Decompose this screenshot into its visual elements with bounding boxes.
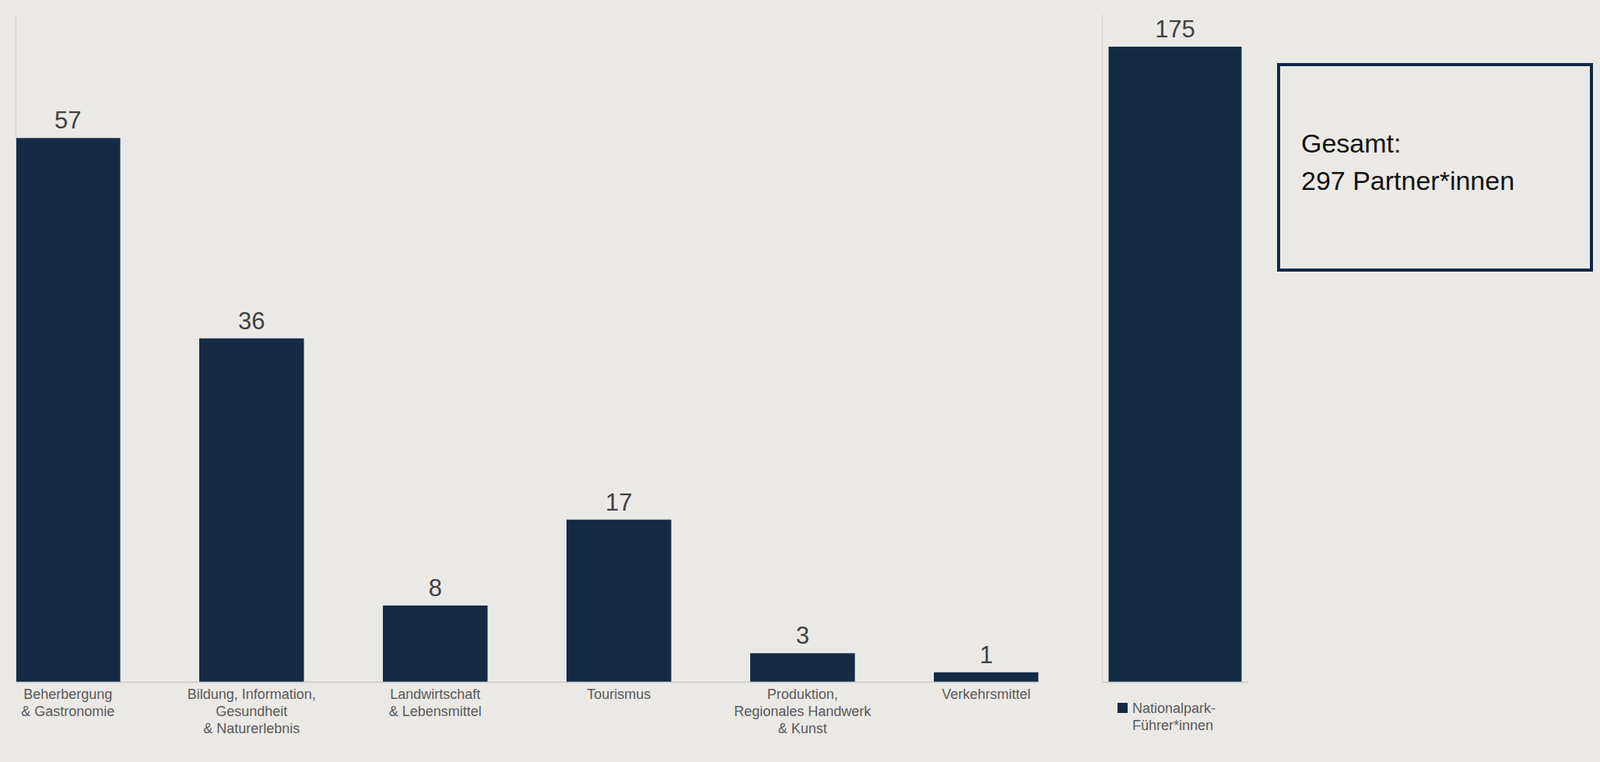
x-tick: Beherbergung& Gastronomie [21,686,115,720]
data-labels: 57 36 8 17 3 1 [54,106,993,668]
bars [15,137,1039,682]
x-tick: Tourismus [586,686,651,702]
x-tick: Bildung, Information,Gesundheit& Naturer… [187,686,316,737]
legend: Nationalpark-Führer*innen [1117,700,1216,734]
y-axis-line [15,14,17,683]
bar [750,652,856,682]
x-tick: Landwirtschaft& Lebensmittel [389,686,482,720]
data-labels: 175 [1154,15,1196,43]
chart-canvas: Beherbergung& Gastronomie Bildung, Inform… [0,0,1600,762]
bar [933,672,1039,682]
bar [15,137,121,682]
x-tick-label: Tourismus [586,686,651,702]
data-label: 36 [238,307,265,335]
data-label: 175 [1154,15,1196,43]
x-tick-label: Verkehrsmittel [941,686,1031,702]
annotation-frame [1278,64,1592,271]
x-tick-label: Bildung, Information,Gesundheit& Naturer… [187,686,316,737]
data-label: 17 [605,488,632,516]
data-label: 3 [796,621,810,650]
x-axis-line [16,681,1040,684]
legend-swatch [1117,702,1128,713]
x-tick: Produktion,Regionales Handwerk& Kunst [733,686,872,737]
annotation-text: 297 Partner*innen [1301,165,1515,196]
y-axis [15,14,17,683]
data-label: 1 [979,641,993,669]
x-tick-label: Beherbergung& Gastronomie [21,686,115,720]
annotation-text: Gesamt: [1301,128,1401,158]
data-label: 57 [54,106,81,134]
bar [1108,46,1243,682]
x-tick-label: Produktion,Regionales Handwerk& Kunst [733,686,872,737]
y-axis-line [1101,14,1103,683]
data-label: 8 [428,574,443,602]
bar [566,519,672,682]
bars [1108,46,1243,682]
bar [382,605,488,682]
x-tick-label: Landwirtschaft& Lebensmittel [389,686,482,720]
x-tick: Verkehrsmittel [941,686,1031,702]
y-axis [1101,14,1103,683]
x-axis: Beherbergung& Gastronomie Bildung, Inform… [16,682,1040,737]
annotation-box: Gesamt: 297 Partner*innen [1278,64,1592,271]
x-axis-line [1102,681,1250,684]
bar [199,338,305,682]
legend-label: Nationalpark-Führer*innen [1132,700,1216,734]
x-axis [1102,681,1250,683]
